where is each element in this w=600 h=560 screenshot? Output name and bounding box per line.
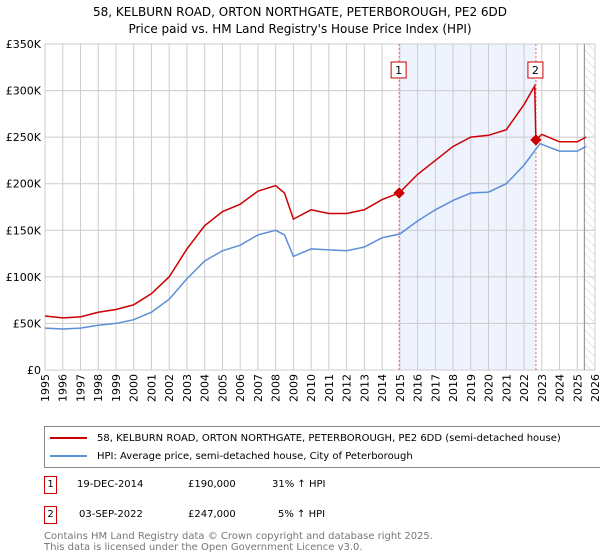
x-tick-label: 2006 — [234, 374, 247, 402]
transaction-marker: 2 — [44, 506, 57, 524]
y-tick-label: £300K — [6, 85, 42, 98]
transaction-hpi: 5% ↑ HPI — [278, 509, 326, 520]
sale-label: 1 — [395, 64, 402, 77]
transaction-date: 19-DEC-2014 — [77, 479, 144, 490]
legend-label-hpi: HPI: Average price, semi-detached house,… — [97, 450, 413, 462]
y-tick-label: £350K — [6, 38, 42, 51]
legend-property: 58, KELBURN ROAD, ORTON NORTHGATE, PETER… — [45, 430, 561, 446]
footer-line1: Contains HM Land Registry data © Crown c… — [44, 531, 433, 542]
future-hatch — [584, 44, 595, 370]
y-tick-label: £0 — [27, 364, 41, 377]
x-tick-label: 1996 — [57, 374, 70, 402]
x-tick-label: 1997 — [74, 374, 87, 402]
price-chart: £0 £50K £100K £150K £200K £250K £300K £350K 1995… — [6, 38, 600, 402]
x-tick-label: 2015 — [394, 374, 407, 402]
sale-point — [393, 187, 405, 199]
title-line2: Price paid vs. HM Land Registry's House … — [128, 22, 472, 36]
x-tick-label: 2000 — [128, 374, 141, 402]
y-tick-label: £200K — [6, 178, 42, 191]
x-tick-label: 1998 — [92, 374, 105, 402]
x-tick-label: 2011 — [323, 374, 336, 402]
x-tick-label: 2025 — [571, 374, 584, 402]
transaction-marker: 1 — [44, 476, 57, 494]
x-tick-label: 2012 — [341, 374, 354, 402]
x-tick-label: 2026 — [589, 374, 600, 402]
x-tick-label: 2009 — [287, 374, 300, 402]
y-tick-label: £50K — [13, 317, 42, 330]
hpi-line — [44, 142, 587, 330]
x-tick-label: 2017 — [429, 374, 442, 402]
transaction-row: 2 03-SEP-2022 £247,000 5% ↑ HPI — [44, 506, 544, 526]
x-tick-label: 2005 — [216, 374, 229, 402]
transaction-row: 1 19-DEC-2014 £190,000 31% ↑ HPI — [44, 476, 544, 496]
x-tick-label: 2024 — [554, 374, 567, 402]
x-tick-label: 2018 — [447, 374, 460, 402]
x-tick-label: 1995 — [39, 374, 52, 402]
legend-hpi: HPI: Average price, semi-detached house,… — [45, 448, 413, 464]
x-tick-label: 2023 — [536, 374, 549, 402]
sale-label-box — [390, 61, 407, 79]
x-tick-label: 2022 — [518, 374, 531, 402]
x-tick-label: 2002 — [163, 374, 176, 402]
y-tick-label: £250K — [6, 131, 42, 144]
x-tick-label: 2001 — [145, 374, 158, 402]
title-line1: 58, KELBURN ROAD, ORTON NORTHGATE, PETER… — [92, 5, 508, 19]
x-tick-label: 2010 — [305, 374, 318, 402]
y-tick-label: £100K — [6, 271, 42, 284]
chart-title: 58, KELBURN ROAD, ORTON NORTHGATE, PETER… — [0, 4, 600, 38]
x-tick-label: 1999 — [110, 374, 123, 402]
legend-swatch-hpi — [50, 455, 87, 457]
transaction-price: £247,000 — [188, 509, 236, 520]
x-tick-label: 2019 — [465, 374, 478, 402]
transaction-date: 03-SEP-2022 — [79, 509, 143, 520]
x-tick-label: 2013 — [358, 374, 371, 402]
x-tick-label: 2021 — [500, 374, 513, 402]
property-line — [44, 83, 587, 319]
sale-point — [530, 134, 542, 146]
sale-label-box — [527, 61, 544, 79]
legend: 58, KELBURN ROAD, ORTON NORTHGATE, PETER… — [44, 426, 600, 468]
legend-swatch-property — [50, 437, 87, 439]
sale-period-shade — [399, 44, 536, 370]
x-tick-label: 2007 — [252, 374, 265, 402]
sale-label: 2 — [532, 64, 539, 77]
y-tick-label: £150K — [6, 224, 42, 237]
x-tick-label: 2020 — [483, 374, 496, 402]
footer: Contains HM Land Registry data © Crown c… — [44, 531, 433, 553]
transaction-price: £190,000 — [188, 479, 236, 490]
x-tick-label: 2004 — [199, 374, 212, 402]
x-tick-label: 2016 — [412, 374, 425, 402]
footer-line2: This data is licensed under the Open Gov… — [44, 542, 363, 553]
x-tick-label: 2008 — [270, 374, 283, 402]
x-tick-label: 2014 — [376, 374, 389, 402]
x-tick-label: 2003 — [181, 374, 194, 402]
legend-label-property: 58, KELBURN ROAD, ORTON NORTHGATE, PETER… — [97, 432, 561, 444]
transaction-hpi: 31% ↑ HPI — [272, 479, 326, 490]
